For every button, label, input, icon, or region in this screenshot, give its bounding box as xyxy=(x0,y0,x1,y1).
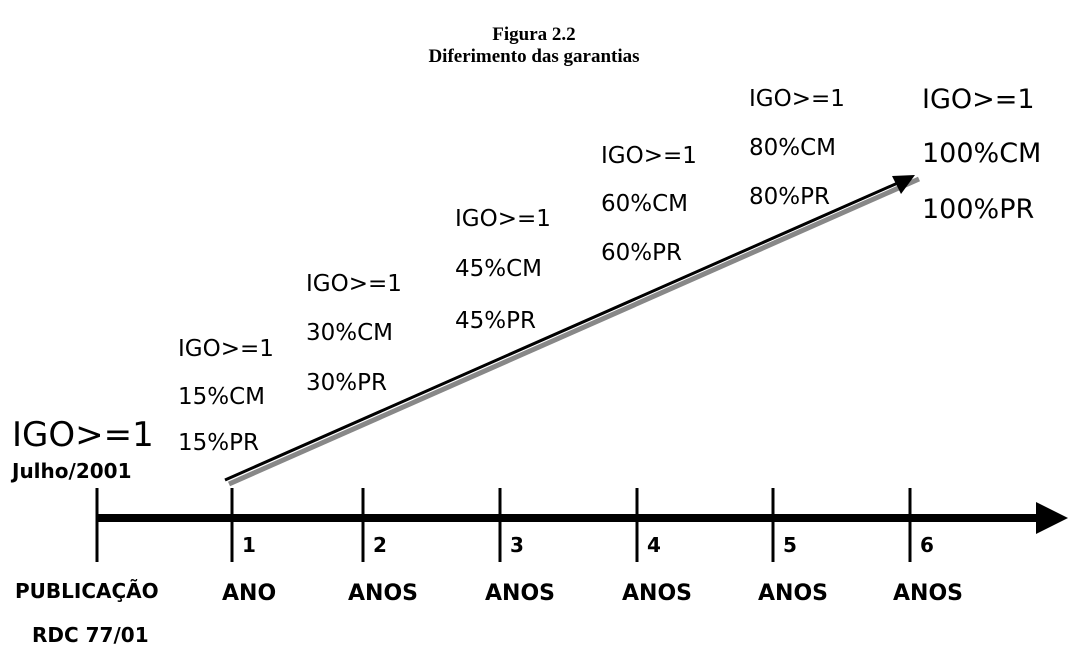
start-date: Julho/2001 xyxy=(10,459,131,483)
step-text: 15%PR xyxy=(178,430,259,456)
step-number: 3 xyxy=(510,533,524,557)
growth-arrow-shadow xyxy=(227,176,921,487)
step-text: 45%PR xyxy=(455,308,536,334)
step-text: 15%CM xyxy=(178,384,265,410)
step-text: 60%PR xyxy=(601,240,682,266)
step-number: 2 xyxy=(373,533,387,557)
step-text: 80%CM xyxy=(749,135,836,161)
growth-arrowhead xyxy=(892,175,915,194)
step-unit: ANOS xyxy=(622,581,692,606)
step-unit: ANOS xyxy=(485,581,555,606)
step-unit: ANO xyxy=(222,581,276,606)
step-text: 45%CM xyxy=(455,256,542,282)
step-unit: ANOS xyxy=(348,581,418,606)
figure-title: Figura 2.2 xyxy=(492,24,575,45)
step-number: 1 xyxy=(242,533,256,557)
publication-label: RDC 77/01 xyxy=(32,623,149,646)
step-number: 4 xyxy=(647,533,661,557)
timeline-arrowhead xyxy=(1036,502,1068,534)
step-unit: ANOS xyxy=(893,581,963,606)
step-text: IGO>=1 xyxy=(455,206,551,232)
step-text: 100%PR xyxy=(922,194,1034,225)
step-text: 100%CM xyxy=(922,138,1041,169)
step-text: IGO>=1 xyxy=(601,143,697,169)
step-text: 60%CM xyxy=(601,191,688,217)
step-number: 6 xyxy=(920,533,934,557)
step-text: IGO>=1 xyxy=(749,86,845,112)
step-text: 80%PR xyxy=(749,184,830,210)
start-label: IGO>=1 xyxy=(12,415,154,455)
step-unit: ANOS xyxy=(758,581,828,606)
step-text: 30%CM xyxy=(306,320,393,346)
publication-label: PUBLICAÇÃO xyxy=(15,579,159,603)
step-text: IGO>=1 xyxy=(178,336,274,362)
figure-subtitle: Diferimento das garantias xyxy=(428,46,639,67)
step-text: IGO>=1 xyxy=(922,84,1035,115)
step-text: 30%PR xyxy=(306,370,387,396)
step-number: 5 xyxy=(783,533,797,557)
growth-arrow xyxy=(224,180,901,482)
step-text: IGO>=1 xyxy=(306,271,402,297)
